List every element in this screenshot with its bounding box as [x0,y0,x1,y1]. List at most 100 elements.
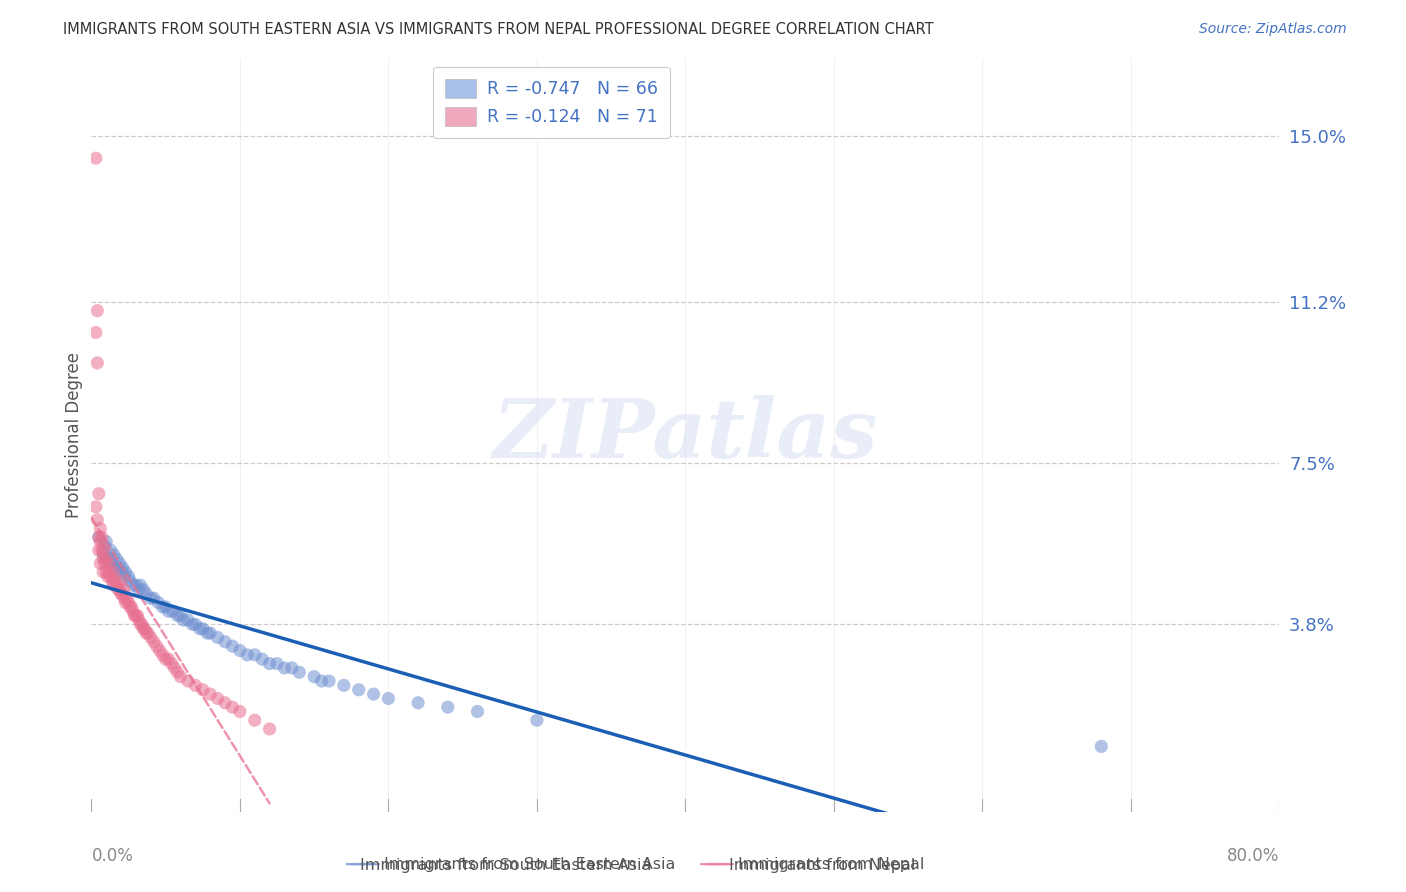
Point [177,613,200,627]
Point [96,552,118,566]
Point [142,591,165,606]
Point [101,557,124,571]
Point [127,608,149,623]
Text: ZIPatlas: ZIPatlas [492,395,879,475]
Point [162,604,184,618]
Point [108,557,131,571]
Point [377,691,399,706]
Point [145,639,167,653]
Point [160,657,183,671]
Point [128,582,150,597]
Point [111,560,134,574]
Point [221,639,243,653]
Point [302,670,325,684]
Circle shape [346,863,380,865]
Point [87,543,110,558]
Point [84,151,107,165]
Point [121,599,143,614]
Point [406,696,429,710]
Point [100,569,122,583]
Point [91,565,114,579]
Point [347,682,370,697]
Point [128,613,150,627]
Point [157,652,180,666]
Point [122,604,145,618]
Point [191,682,214,697]
Point [139,631,162,645]
Point [90,530,112,544]
Point [467,705,489,719]
Point [98,552,121,566]
Point [166,608,188,623]
Point [169,670,191,684]
Point [87,486,110,500]
Point [96,565,118,579]
Point [125,578,148,592]
Point [86,356,108,370]
Point [100,543,122,558]
Point [363,687,385,701]
Point [97,569,120,583]
Point [172,613,194,627]
Text: Immigrants from Nepal: Immigrants from Nepal [738,856,925,871]
Point [118,574,141,588]
Point [91,543,114,558]
Point [110,587,132,601]
Point [311,673,333,688]
Point [94,557,117,571]
Point [243,713,266,727]
Point [129,578,152,592]
Point [166,665,188,680]
Text: Immigrants from South Eastern Asia: Immigrants from South Eastern Asia [360,858,652,872]
Text: Immigrants from Nepal: Immigrants from Nepal [730,858,915,872]
Point [115,591,138,606]
Point [118,599,141,614]
Point [103,565,125,579]
Point [112,582,135,597]
Point [200,626,222,640]
Point [195,626,218,640]
Circle shape [700,863,734,865]
Point [94,539,117,553]
Point [84,326,107,340]
Point [229,643,252,657]
Text: Source: ZipAtlas.com: Source: ZipAtlas.com [1199,22,1347,37]
Point [96,534,118,549]
Point [139,591,162,606]
Text: 80.0%: 80.0% [1227,847,1279,864]
Point [157,604,180,618]
Point [135,626,157,640]
Point [131,617,153,632]
Point [155,652,177,666]
Point [169,608,191,623]
Point [526,713,548,727]
Point [86,513,108,527]
Point [104,560,127,574]
Point [89,522,111,536]
Point [273,661,295,675]
Point [259,722,281,736]
Point [86,303,108,318]
Point [84,500,107,514]
Point [243,648,266,662]
Text: IMMIGRANTS FROM SOUTH EASTERN ASIA VS IMMIGRANTS FROM NEPAL PROFESSIONAL DEGREE : IMMIGRANTS FROM SOUTH EASTERN ASIA VS IM… [63,22,934,37]
Point [105,552,128,566]
Point [1090,739,1112,754]
Point [105,578,128,592]
Point [229,705,252,719]
Point [122,578,145,592]
Point [207,631,229,645]
Point [98,557,121,571]
Point [152,599,174,614]
Point [184,678,207,692]
Point [333,678,356,692]
Point [214,635,236,649]
Point [266,657,288,671]
Point [90,543,112,558]
Point [125,608,148,623]
Point [124,608,146,623]
Point [148,596,170,610]
Point [181,617,204,632]
Point [89,557,111,571]
Point [87,530,110,544]
